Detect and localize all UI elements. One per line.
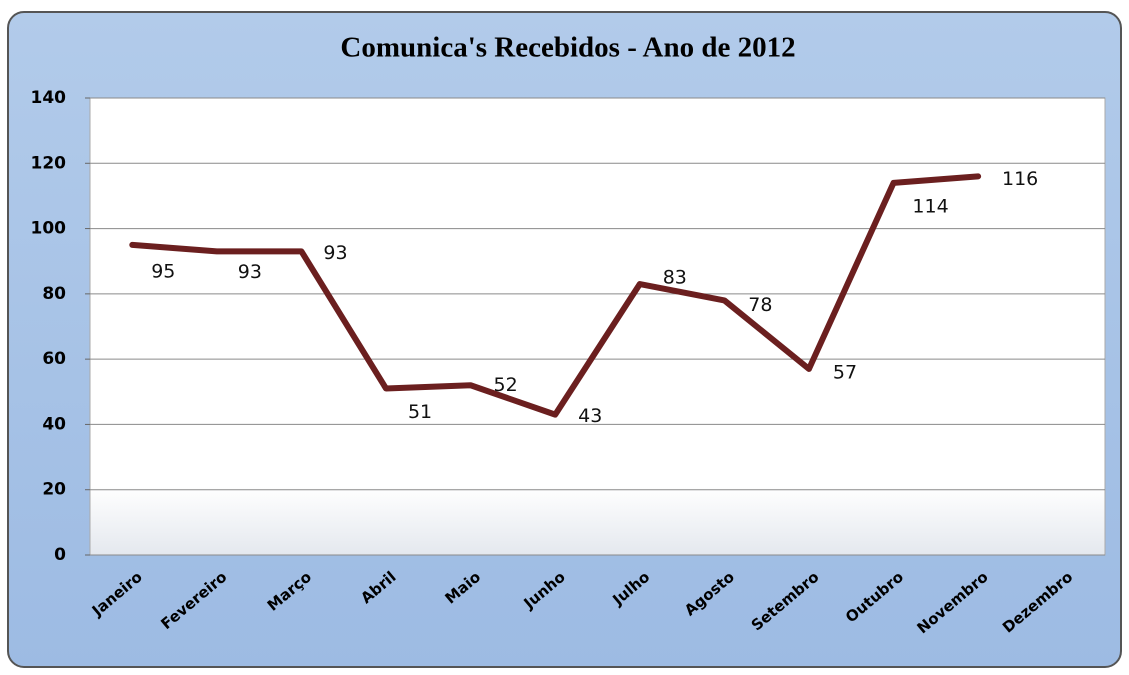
data-line <box>129 173 982 418</box>
y-tick-label: 20 <box>42 480 66 500</box>
data-label: 116 <box>1002 168 1038 190</box>
y-tick-label: 120 <box>31 153 67 173</box>
y-tick-label: 80 <box>42 284 66 304</box>
data-label: 114 <box>912 195 948 217</box>
chart-title: Comunica's Recebidos - Ano de 2012 <box>340 32 795 64</box>
data-label: 78 <box>748 294 772 316</box>
y-tick-label: 0 <box>54 545 66 565</box>
data-label: 52 <box>494 374 518 396</box>
data-label: 83 <box>663 267 687 289</box>
data-label: 93 <box>323 242 347 264</box>
data-label: 43 <box>578 405 602 427</box>
y-tick-label: 60 <box>42 349 66 369</box>
y-tick-label: 100 <box>31 219 67 239</box>
data-label: 93 <box>238 261 262 283</box>
plot-area <box>89 97 1106 556</box>
data-label: 57 <box>833 361 857 383</box>
data-label: 51 <box>408 401 432 423</box>
y-tick-label: 40 <box>42 414 66 434</box>
y-tick-label: 140 <box>31 88 67 108</box>
data-label: 95 <box>151 260 175 282</box>
